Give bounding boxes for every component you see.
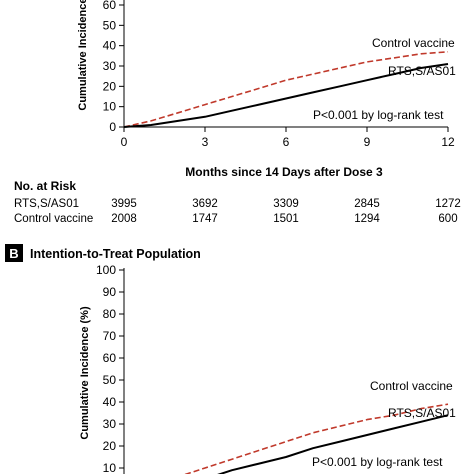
panel-b-letter: B (9, 246, 18, 261)
panel-b-y-tick-label: 60 (103, 351, 117, 365)
panel-a-y-tick-label: 50 (103, 18, 117, 32)
panel-b-y-tick-label: 100 (96, 263, 116, 277)
panel-a-x-tick-label: 6 (283, 135, 290, 149)
panel-a-y-tick-label: 30 (103, 59, 117, 73)
panel-b-plot: 10 20 30 40 50 60 70 80 90 100 Cumulative Inciden… (79, 263, 456, 474)
risk-value: 1272 (435, 198, 461, 210)
risk-value: 3995 (111, 198, 137, 210)
panel-a-series-control-vaccine-line (123, 51, 449, 128)
risk-value: 2845 (354, 198, 380, 210)
panel-b-y-tick-label: 40 (103, 395, 117, 409)
panel-b-y-tick-label: 50 (103, 373, 117, 387)
panel-b-y-tick-label: 20 (103, 439, 117, 453)
panel-b-annotation: P<0.001 by log-rank test (312, 455, 443, 469)
risk-value: 1501 (273, 213, 299, 225)
risk-table-title: No. at Risk (14, 179, 76, 193)
panel-a-x-tick-label: 0 (121, 135, 128, 149)
panel-b-y-tick-label: 70 (103, 329, 117, 343)
panel-a-y-axis-label: Cumulative Incidence (%) (77, 0, 89, 111)
panel-b-y-axis-label: Cumulative Incidence (%) (79, 306, 91, 440)
panel-a-legend-control: Control vaccine (372, 36, 455, 50)
risk-row-label: RTS,S/AS01 (14, 198, 79, 210)
panel-a-legend-rtss: RTS,S/AS01 (388, 64, 456, 78)
panel-b-y-tick-label: 30 (103, 417, 117, 431)
risk-value: 3692 (192, 198, 218, 210)
panel-a-y-tick-label: 0 (109, 120, 116, 134)
risk-value: 1747 (192, 213, 218, 225)
risk-row-label: Control vaccine (14, 213, 93, 225)
panel-a-y-tick-label: 20 (103, 79, 117, 93)
panel-a-y-tick-label: 60 (103, 0, 117, 12)
panel-b-header: B Intention-to-Treat Population (5, 244, 201, 262)
panel-a-y-tick-label: 40 (103, 39, 117, 53)
panel-a-x-axis-label: Months since 14 Days after Dose 3 (185, 165, 383, 179)
panel-b-title: Intention-to-Treat Population (30, 247, 201, 261)
panel-b-series-control-vaccine-line (184, 403, 449, 474)
risk-value: 2008 (111, 213, 137, 225)
panel-b-legend-control: Control vaccine (370, 379, 453, 393)
panel-a-y-tick-label: 10 (103, 100, 117, 114)
risk-table: No. at Risk RTS,S/AS01 Control vaccine 3… (14, 179, 461, 225)
panel-b-y-tick-label: 90 (103, 285, 117, 299)
panel-b-y-tick-label: 10 (103, 461, 117, 474)
risk-value: 3309 (273, 198, 299, 210)
panel-a-x-tick-label: 9 (364, 135, 371, 149)
panel-a-x-tick-label: 12 (441, 135, 455, 149)
panel-b-y-tick-label: 80 (103, 307, 117, 321)
panel-a-annotation: P<0.001 by log-rank test (313, 108, 444, 122)
panel-a-plot: 0 10 20 30 40 50 60 0 3 6 9 12 Cumulative Incidenc… (77, 0, 456, 179)
risk-value: 1294 (354, 213, 380, 225)
risk-value: 600 (438, 213, 457, 225)
panel-a-x-tick-label: 3 (202, 135, 209, 149)
panel-b-series-rtss-line (217, 414, 449, 474)
panel-b-letter-box (5, 244, 23, 262)
panel-b-legend-rtss: RTS,S/AS01 (388, 406, 456, 420)
panel-a-series-rtss-line (123, 63, 449, 128)
